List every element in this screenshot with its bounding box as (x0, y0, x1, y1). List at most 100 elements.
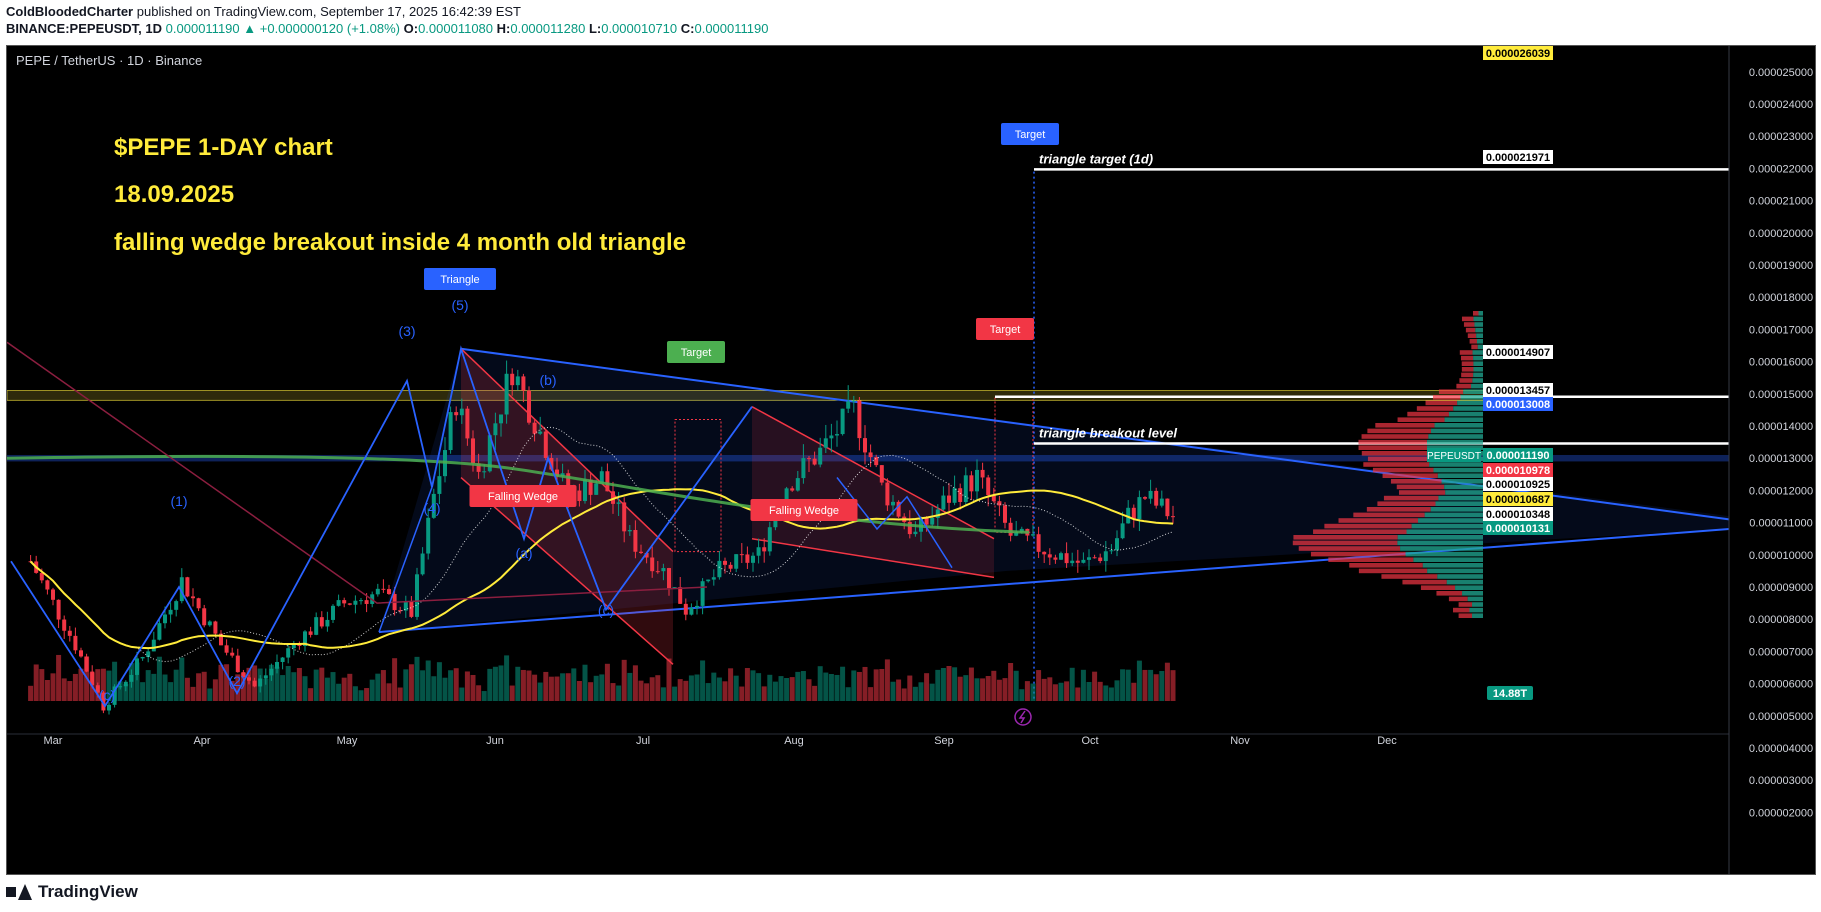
falling-wedge-2-upper (751, 406, 995, 540)
tag-falling-wedge-1-box[interactable] (469, 485, 577, 507)
volume-profile-bar-buy (1462, 591, 1483, 596)
blue-level-band (7, 454, 1729, 462)
volume-bar (268, 664, 274, 701)
price-badge-label: 0.000011190 (1486, 450, 1549, 462)
volume-bar (100, 668, 106, 701)
volume-bar (560, 673, 566, 701)
author-name[interactable]: ColdBloodedCharter (6, 4, 134, 19)
candle-body (471, 438, 475, 464)
volume-bar (431, 676, 437, 701)
volume-profile-bar-buy (1446, 579, 1483, 585)
volume-profile-bar-sell (1459, 350, 1473, 355)
wave-label-2: (2) (228, 673, 245, 689)
volume-profile-bar-sell (1472, 311, 1479, 316)
candle-body (521, 376, 526, 391)
volume-bar (1080, 669, 1086, 701)
volume-profile-bar-sell (1458, 602, 1473, 607)
low-label: L: (588, 21, 602, 36)
tag-target-blue-box[interactable] (1001, 123, 1059, 145)
lightning-icon[interactable] (1014, 708, 1032, 726)
candle-body (583, 479, 587, 502)
candle-body (549, 457, 554, 470)
candle-body (347, 603, 352, 605)
tag-falling-wedge-2-box[interactable] (750, 499, 858, 521)
x-tick-aug: Aug (784, 735, 804, 747)
tag-target-green-box[interactable] (667, 341, 725, 363)
price-badge[interactable] (1483, 448, 1553, 462)
y-tick-label: 0.000003000 (1749, 775, 1813, 787)
candle-body (426, 517, 431, 554)
candle-body (739, 554, 744, 556)
y-tick-label: 0.000022000 (1749, 163, 1813, 175)
volume-bar (565, 673, 571, 701)
price-badge[interactable] (1483, 463, 1553, 477)
price-badge[interactable] (1483, 397, 1553, 411)
volume-bar (890, 681, 896, 701)
volume-bar (828, 674, 834, 701)
volume-bar (1064, 681, 1070, 701)
price-badge[interactable] (1483, 383, 1553, 397)
volume-bar (235, 674, 241, 701)
candle-body (235, 655, 240, 673)
volume-bar (179, 657, 185, 701)
volume-profile-bar-buy (1478, 311, 1483, 316)
candle-body (863, 438, 867, 453)
volume-bar (627, 672, 633, 701)
candle-body (403, 601, 408, 611)
tag-triangle-box[interactable] (424, 268, 496, 290)
volume-bar (1170, 670, 1176, 701)
candle-body (695, 605, 699, 608)
candle-body (1059, 553, 1063, 560)
price-badge[interactable] (1483, 150, 1553, 164)
tradingview-footer[interactable]: TradingView (6, 882, 138, 902)
candle-body (174, 601, 179, 610)
price-chart[interactable]: triangle target (1d) triangle breakout le… (7, 46, 1815, 874)
volume-profile-bar-sell (1460, 355, 1474, 361)
candle-body (1109, 550, 1114, 552)
price-badge[interactable] (1483, 507, 1553, 521)
candle-body (969, 475, 974, 492)
tag-target-red-box[interactable] (976, 318, 1034, 340)
volume-profile-bar-buy (1473, 372, 1483, 378)
volume-profile-bar-sell (1367, 456, 1432, 462)
volume-bar (733, 675, 739, 701)
price-badge[interactable] (1483, 477, 1553, 491)
volume-bar (56, 654, 62, 701)
price-badge[interactable] (1483, 345, 1553, 359)
candle-body (986, 477, 991, 496)
volume-profile-bar-sell (1402, 579, 1447, 585)
price-badge[interactable] (1483, 492, 1553, 506)
volume-bar (207, 688, 213, 701)
wave-label-c: (c) (598, 602, 614, 618)
volume-profile-bar-sell (1367, 428, 1431, 434)
candle-body (359, 600, 363, 602)
y-tick-label: 0.000025000 (1749, 67, 1813, 79)
volume-bar (918, 682, 924, 701)
volume-bar (571, 668, 577, 701)
volume-bar (924, 673, 930, 701)
volume-bar (1086, 682, 1092, 701)
candle-body (247, 677, 251, 681)
volume-bar (168, 682, 174, 701)
volume-bar (319, 667, 325, 701)
x-tick-dec: Dec (1377, 735, 1397, 747)
volume-badge[interactable] (1487, 686, 1533, 700)
candle-body (224, 645, 229, 653)
volume-bar (1153, 674, 1159, 701)
volume-bar (229, 680, 235, 701)
volume-bar (940, 667, 946, 701)
volume-bar (935, 669, 941, 701)
candle-body (431, 493, 436, 518)
volume-bar (403, 669, 409, 701)
volume-profile-bar-sell (1328, 557, 1414, 562)
volume-profile-bar-sell (1458, 613, 1473, 618)
volume-profile-bar-sell (1383, 495, 1439, 501)
y-tick-label: 0.000011000 (1749, 518, 1812, 530)
candle-body (336, 600, 341, 606)
chart-pane[interactable]: triangle target (1d) triangle breakout le… (6, 45, 1816, 875)
price-badge[interactable] (1483, 46, 1553, 60)
price-badge[interactable] (1483, 521, 1553, 535)
symbol-tag[interactable] (1427, 448, 1481, 462)
candle-body (437, 476, 442, 494)
volume-bar (330, 672, 336, 701)
